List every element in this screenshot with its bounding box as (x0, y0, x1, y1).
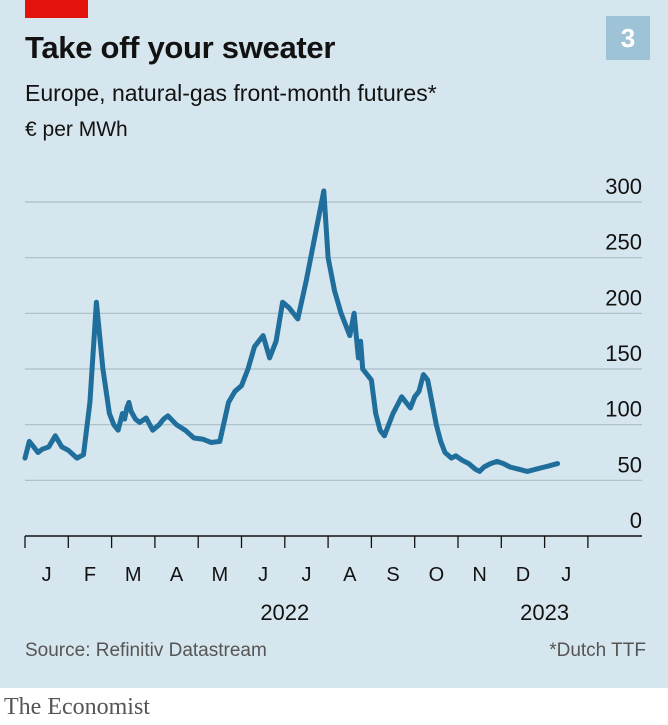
y-tick-label-0: 0 (630, 508, 642, 533)
y-tick-label-150: 150 (605, 341, 642, 366)
line-chart: 0 50 100 150 200 250 300 J F M A M J J A S O N D J 2022 2023 (22, 174, 642, 625)
x-tick-label-11: D (516, 564, 530, 586)
x-tick-label-8: S (386, 564, 399, 586)
chart-subtitle: Europe, natural-gas front-month futures* (25, 80, 437, 106)
source-note: Source: Refinitiv Datastream (25, 640, 267, 661)
x-tick-label-6: J (301, 564, 311, 586)
x-tick-label-0: J (42, 564, 52, 586)
x-tick-label-2: M (125, 564, 142, 586)
y-tick-label-250: 250 (605, 230, 642, 255)
x-tick-label-4: M (212, 564, 229, 586)
chart-panel: Take off your sweater Europe, natural-ga… (0, 0, 668, 688)
series-line-0 (22, 188, 561, 474)
year-label-2023: 2023 (520, 600, 569, 625)
y-tick-label-100: 100 (605, 397, 642, 422)
x-tick-label-10: N (472, 564, 486, 586)
x-tick-label-1: F (84, 564, 96, 586)
x-tick-label-5: J (258, 564, 268, 586)
y-tick-label-200: 200 (605, 285, 642, 310)
brand-red-tag (25, 0, 88, 18)
chart-title: Take off your sweater (25, 30, 336, 65)
footnote: *Dutch TTF (549, 640, 646, 661)
x-tick-label-12: J (561, 564, 571, 586)
y-tick-label-300: 300 (605, 174, 642, 199)
chart-number-badge: 3 (606, 16, 650, 60)
year-label-2022: 2022 (260, 600, 309, 625)
x-tick-label-7: A (343, 564, 357, 586)
publisher-brand: The Economist (4, 694, 150, 720)
x-tick-label-9: O (429, 564, 445, 586)
x-tick-label-3: A (170, 564, 184, 586)
y-tick-label-50: 50 (618, 452, 642, 477)
y-axis-unit: € per MWh (25, 118, 128, 141)
